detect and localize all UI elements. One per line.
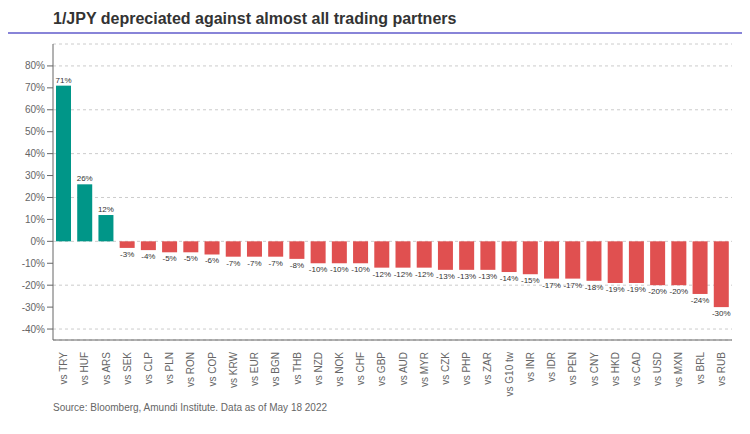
svg-text:vs PHP: vs PHP (461, 352, 472, 386)
svg-text:-13%: -13% (436, 272, 455, 281)
svg-text:12%: 12% (98, 205, 114, 214)
svg-text:vs HKD: vs HKD (610, 352, 621, 386)
svg-text:vs CZK: vs CZK (440, 352, 451, 385)
svg-text:vs AUD: vs AUD (398, 352, 409, 385)
svg-text:-18%: -18% (585, 283, 604, 292)
svg-text:-20%: -20% (670, 287, 689, 296)
svg-text:vs BGN: vs BGN (270, 352, 281, 386)
svg-text:40%: 40% (25, 148, 45, 159)
svg-text:-10%: -10% (351, 265, 370, 274)
svg-text:-19%: -19% (627, 285, 646, 294)
svg-text:vs INR: vs INR (525, 352, 536, 382)
svg-text:60%: 60% (25, 104, 45, 115)
svg-text:-24%: -24% (691, 296, 710, 305)
svg-text:-17%: -17% (563, 281, 582, 290)
svg-text:vs GBP: vs GBP (376, 352, 387, 386)
svg-text:vs ARS: vs ARS (101, 352, 112, 385)
svg-text:vs KRW: vs KRW (228, 351, 239, 387)
svg-text:-19%: -19% (606, 285, 625, 294)
svg-text:vs RON: vs RON (185, 352, 196, 387)
svg-text:vs RUB: vs RUB (716, 352, 727, 386)
svg-text:-40%: -40% (22, 324, 45, 335)
svg-text:vs PEN: vs PEN (567, 352, 578, 385)
svg-text:-20%: -20% (22, 280, 45, 291)
svg-text:vs ZAR: vs ZAR (482, 352, 493, 385)
svg-text:vs TRY: vs TRY (58, 352, 69, 385)
svg-text:-12%: -12% (372, 270, 391, 279)
svg-text:-10%: -10% (309, 265, 328, 274)
html-text:Source: Bloomberg, Amundi Inst: Source: Bloomberg, Amundi Institute. Dat… (53, 402, 327, 413)
svg-text:-12%: -12% (415, 270, 434, 279)
svg-text:vs THB: vs THB (292, 352, 303, 385)
svg-text:-12%: -12% (394, 270, 413, 279)
svg-text:26%: 26% (77, 174, 93, 183)
svg-text:-17%: -17% (542, 281, 561, 290)
svg-text:vs MYR: vs MYR (419, 352, 430, 387)
svg-text:-15%: -15% (521, 276, 540, 285)
svg-text:-14%: -14% (500, 274, 519, 283)
svg-text:20%: 20% (25, 192, 45, 203)
svg-text:vs CNY: vs CNY (589, 352, 600, 386)
svg-text:vs HUF: vs HUF (79, 352, 90, 385)
svg-text:30%: 30% (25, 170, 45, 181)
svg-text:vs IDR: vs IDR (546, 352, 557, 382)
svg-text:-6%: -6% (205, 256, 219, 265)
svg-text:vs COP: vs COP (207, 352, 218, 387)
svg-text:-13%: -13% (479, 272, 498, 281)
svg-text:10%: 10% (25, 214, 45, 225)
svg-text:vs CLP: vs CLP (143, 352, 154, 385)
svg-text:-7%: -7% (226, 259, 240, 268)
svg-text:-10%: -10% (330, 265, 349, 274)
svg-text:-8%: -8% (290, 261, 304, 270)
svg-text:vs MXN: vs MXN (673, 352, 684, 387)
svg-text:-30%: -30% (712, 309, 731, 318)
svg-text:vs USD: vs USD (652, 352, 663, 386)
html-text:1/JPY depreciated against almo: 1/JPY depreciated against almost all tra… (53, 10, 457, 27)
svg-text:0%: 0% (31, 236, 46, 247)
svg-text:-5%: -5% (162, 254, 176, 263)
svg-text:71%: 71% (55, 76, 71, 85)
svg-text:vs CHF: vs CHF (355, 352, 366, 385)
svg-text:-3%: -3% (120, 250, 134, 259)
svg-text:-7%: -7% (269, 259, 283, 268)
svg-text:vs CAD: vs CAD (631, 352, 642, 386)
svg-text:-20%: -20% (648, 287, 667, 296)
svg-text:-13%: -13% (457, 272, 476, 281)
svg-text:-5%: -5% (184, 254, 198, 263)
svg-text:vs NZD: vs NZD (313, 352, 324, 385)
svg-text:50%: 50% (25, 126, 45, 137)
svg-text:-30%: -30% (22, 302, 45, 313)
svg-text:vs NOK: vs NOK (334, 352, 345, 387)
svg-text:vs PLN: vs PLN (164, 352, 175, 384)
svg-text:vs G10 tw: vs G10 tw (504, 351, 515, 396)
svg-text:-7%: -7% (247, 259, 261, 268)
svg-text:-10%: -10% (22, 258, 45, 269)
svg-text:-4%: -4% (141, 252, 155, 261)
svg-text:vs SEK: vs SEK (122, 352, 133, 385)
svg-text:70%: 70% (25, 82, 45, 93)
svg-text:vs EUR: vs EUR (249, 352, 260, 386)
svg-text:80%: 80% (25, 60, 45, 71)
svg-text:vs BRL: vs BRL (695, 352, 706, 385)
